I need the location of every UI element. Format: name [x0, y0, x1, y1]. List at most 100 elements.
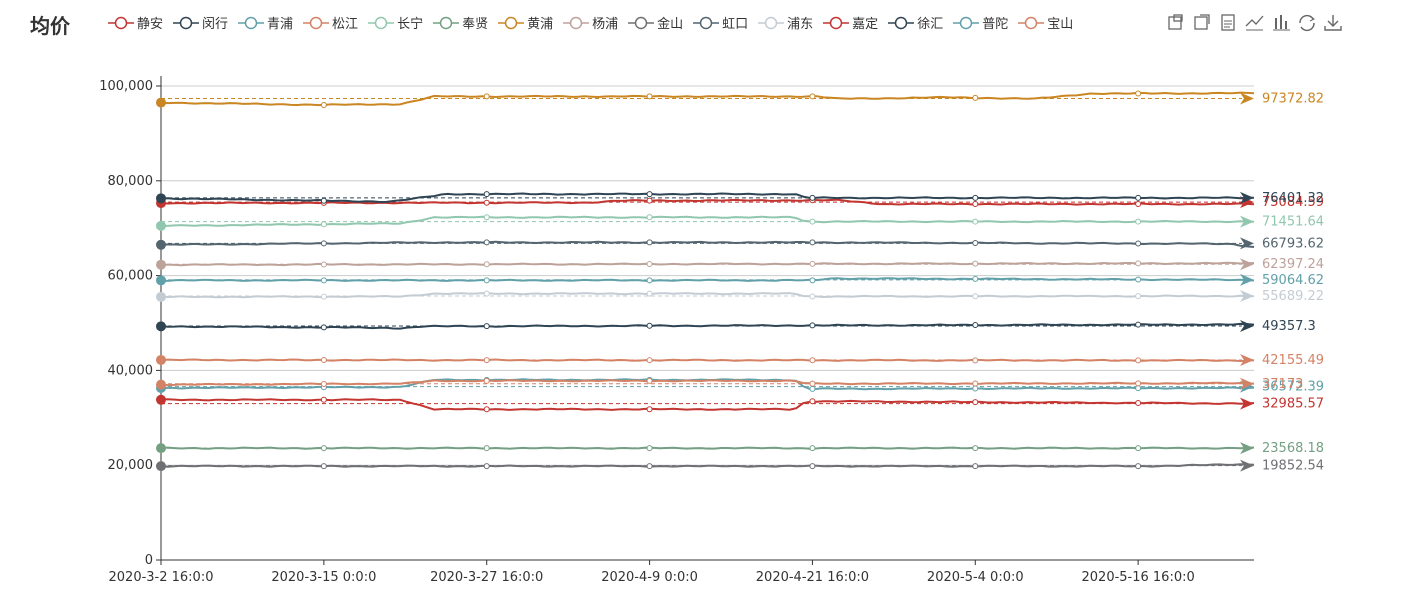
series-point — [1135, 293, 1142, 300]
series-point — [972, 380, 979, 387]
legend-item[interactable]: 静安 — [108, 13, 163, 32]
series-point — [483, 261, 490, 268]
download-icon[interactable] — [1322, 12, 1344, 34]
bar-chart-icon[interactable] — [1270, 12, 1292, 34]
series-line — [160, 215, 1255, 227]
legend-item[interactable]: 松江 — [303, 13, 358, 32]
end-label: 76401.32 — [1262, 191, 1324, 206]
series-point — [809, 194, 816, 201]
series-point — [320, 277, 327, 284]
series-point — [1135, 90, 1142, 97]
y-tick-label: 40,000 — [108, 363, 154, 378]
series-point — [809, 218, 816, 225]
series-point — [646, 445, 653, 452]
line-chart-icon[interactable] — [1244, 12, 1266, 34]
series-point — [1135, 218, 1142, 225]
legend-item[interactable]: 宝山 — [1018, 13, 1073, 32]
series-青浦: 59064.62 — [156, 273, 1324, 288]
series-point — [809, 239, 816, 246]
series-point — [972, 275, 979, 282]
data-view-icon[interactable] — [1218, 12, 1240, 34]
legend-item[interactable]: 徐汇 — [888, 13, 943, 32]
zoom-icon[interactable] — [1166, 12, 1188, 34]
series-point — [320, 293, 327, 300]
series-point — [320, 380, 327, 387]
series-line — [160, 91, 1255, 107]
legend-item[interactable]: 长宁 — [368, 13, 423, 32]
series-point — [972, 194, 979, 201]
series-point — [156, 379, 166, 390]
end-label: 62397.24 — [1262, 257, 1324, 272]
series-point — [483, 199, 490, 206]
series-宝山: 37173 — [156, 377, 1303, 392]
zoom-reset-icon[interactable] — [1192, 12, 1214, 34]
series-point — [972, 399, 979, 406]
series-line — [160, 358, 1255, 363]
legend-label: 杨浦 — [592, 17, 619, 32]
x-tick-label: 2020-5-16 16:0:0 — [1082, 570, 1195, 585]
legend-marker-icon — [1018, 16, 1045, 29]
series-point — [156, 443, 166, 454]
series-point — [646, 197, 653, 204]
y-tick-label: 80,000 — [108, 174, 154, 189]
series-point — [483, 93, 490, 100]
legend-item[interactable]: 嘉定 — [823, 13, 878, 32]
end-label: 71451.64 — [1262, 215, 1324, 230]
legend-label: 普陀 — [982, 17, 1009, 32]
legend-item[interactable]: 奉贤 — [433, 13, 488, 32]
series-奉贤: 23568.18 — [156, 441, 1324, 456]
legend-label: 金山 — [657, 17, 684, 32]
series-浦东: 55689.22 — [156, 289, 1324, 304]
end-label: 49357.3 — [1262, 319, 1316, 334]
series-point — [646, 322, 653, 329]
legend-marker-icon — [628, 16, 655, 29]
legend-marker-icon — [888, 16, 915, 29]
legend-marker-icon — [238, 16, 265, 29]
legend-item[interactable]: 青浦 — [238, 13, 293, 32]
legend-item[interactable]: 金山 — [628, 13, 683, 32]
legend-label: 闵行 — [202, 17, 229, 32]
legend-marker-icon — [563, 16, 590, 29]
series-point — [646, 214, 653, 221]
series-point — [483, 214, 490, 221]
series-point — [1135, 357, 1142, 364]
end-label: 59064.62 — [1262, 273, 1324, 288]
series-point — [156, 354, 166, 365]
legend-item[interactable]: 虹口 — [693, 13, 748, 32]
x-tick-label: 2020-4-21 16:0:0 — [756, 570, 869, 585]
legend-item[interactable]: 闵行 — [173, 13, 228, 32]
legend-item[interactable]: 普陀 — [953, 13, 1008, 32]
series-point — [646, 239, 653, 246]
end-label: 19852.54 — [1262, 459, 1324, 474]
series-point — [809, 322, 816, 329]
series-point — [1135, 201, 1142, 208]
series-point — [972, 260, 979, 267]
series-line — [160, 463, 1255, 468]
series-point — [646, 290, 653, 297]
series-point — [156, 220, 166, 231]
legend-label: 宝山 — [1047, 17, 1074, 32]
series-point — [156, 394, 166, 405]
series-point — [646, 93, 653, 100]
series-point — [320, 324, 327, 331]
series-point — [483, 406, 490, 413]
series-point — [646, 406, 653, 413]
series-point — [1135, 445, 1142, 452]
legend-item[interactable]: 黄浦 — [498, 13, 553, 32]
legend-marker-icon — [303, 16, 330, 29]
series-line — [160, 240, 1255, 248]
x-tick-label: 2020-3-15 0:0:0 — [271, 570, 376, 585]
legend-item[interactable]: 杨浦 — [563, 13, 618, 32]
series-point — [320, 197, 327, 204]
series-point — [1135, 240, 1142, 247]
series-point — [483, 191, 490, 198]
legend-item[interactable]: 浦东 — [758, 13, 813, 32]
legend: 静安 闵行 青浦 松江 长宁 奉贤 黄浦 杨浦 金山 虹口 浦东 嘉定 徐汇 普陀 宝山 — [108, 13, 1083, 32]
restore-icon[interactable] — [1296, 12, 1318, 34]
toolbox — [1166, 12, 1344, 34]
legend-label: 浦东 — [787, 17, 814, 32]
mean-arrow — [1240, 459, 1254, 472]
series-point — [483, 377, 490, 384]
series-point — [1135, 194, 1142, 201]
chart-title: 均价 — [30, 14, 70, 38]
